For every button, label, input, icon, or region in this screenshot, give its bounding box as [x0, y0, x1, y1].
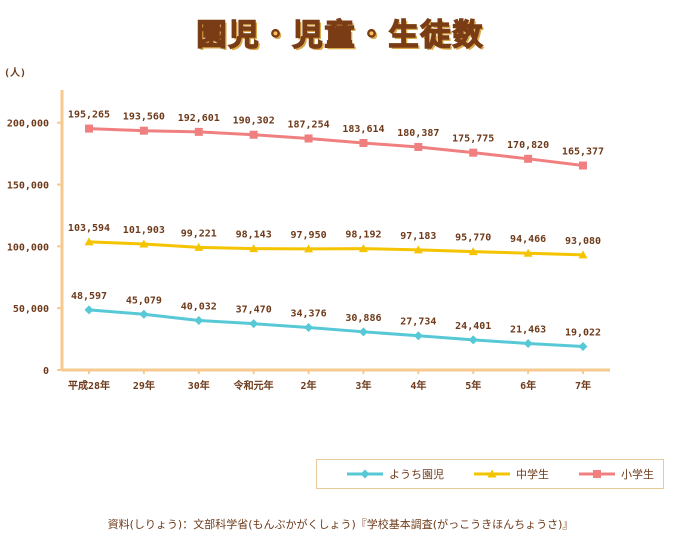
data-point [468, 247, 478, 256]
data-label: 193,560 [123, 112, 165, 123]
data-point [358, 327, 368, 337]
data-label: 165,377 [562, 147, 604, 158]
y-tick-label: 50,000 [13, 304, 49, 315]
data-label: 94,466 [510, 234, 546, 245]
data-point [304, 322, 314, 332]
data-label: 183,614 [342, 124, 384, 135]
data-point [249, 319, 259, 329]
data-point [139, 309, 149, 319]
data-label: 170,820 [507, 140, 549, 151]
data-label: 34,376 [290, 308, 326, 319]
data-label: 192,601 [178, 113, 220, 124]
data-point [578, 341, 588, 351]
chart-axes: (人) 0 50,000 100,000 150,000 200,000 平成28年 29年 3… [4, 66, 610, 392]
chart-title: 園児・児童・生徒数 [196, 17, 485, 53]
data-label: 101,903 [123, 225, 165, 236]
legend-swatch [474, 469, 510, 478]
data-label: 37,470 [236, 305, 272, 316]
data-label: 93,080 [565, 236, 601, 247]
legend-item: 中学生 [472, 466, 549, 482]
data-point [85, 124, 93, 133]
x-tick-label: 30年 [188, 379, 210, 392]
data-point [524, 154, 533, 163]
data-point [194, 316, 204, 326]
x-tick-label: 29年 [133, 379, 155, 392]
data-label: 99,221 [181, 228, 217, 239]
series-line [88, 308, 584, 348]
x-tick-label: 令和元年 [233, 379, 274, 392]
data-point [414, 142, 423, 151]
data-point [358, 244, 368, 253]
x-tick-label: 6年 [520, 379, 536, 392]
data-label: 195,265 [68, 110, 110, 121]
data-label: 45,079 [126, 295, 162, 306]
data-point [194, 242, 204, 251]
data-point [249, 244, 259, 253]
data-point [593, 470, 601, 478]
data-label: 98,143 [236, 230, 272, 241]
y-tick-label: 200,000 [7, 119, 49, 130]
data-label: 98,192 [345, 230, 381, 241]
series-line [88, 127, 584, 168]
data-label: 190,302 [233, 116, 275, 127]
data-label: 180,387 [397, 128, 439, 139]
source-note: 資料(しりょう)：文部科学省(もんぶかがくしょう)『学校基本調査(がっこうきほん… [107, 518, 574, 531]
data-point [487, 469, 497, 478]
data-point [139, 239, 149, 248]
data-point [578, 250, 588, 259]
y-axis-unit: (人) [4, 66, 26, 79]
y-tick-label: 0 [43, 366, 49, 377]
data-point [413, 331, 423, 341]
data-point [194, 127, 203, 136]
data-point [84, 237, 94, 246]
data-point [413, 245, 423, 254]
data-label: 97,183 [400, 231, 436, 242]
chart-series [84, 124, 588, 351]
legend-swatch [579, 470, 615, 478]
x-tick-label: 5年 [465, 379, 481, 392]
legend-swatch [347, 469, 383, 479]
legend-label: 中学生 [516, 468, 549, 481]
data-label: 175,775 [452, 134, 494, 145]
data-label: 19,022 [565, 327, 601, 338]
data-label: 95,770 [455, 233, 491, 244]
x-tick-label: 平成28年 [68, 379, 110, 392]
data-point [84, 305, 94, 315]
data-label: 24,401 [455, 321, 491, 332]
data-point [469, 148, 478, 157]
data-point [359, 138, 368, 147]
legend-item: 小学生 [577, 466, 654, 482]
data-label: 103,594 [68, 223, 110, 234]
data-point [579, 161, 587, 170]
y-tick-label: 100,000 [7, 242, 49, 253]
data-point [468, 335, 478, 345]
legend-item: ようち園児 [345, 466, 444, 482]
data-point [304, 134, 313, 143]
data-label: 187,254 [287, 119, 329, 130]
series-line [88, 240, 584, 257]
chart-data-labels: 48,597 45,079 40,032 37,470 34,376 30,886 27,7… [68, 110, 604, 339]
x-tick-label: 3年 [355, 379, 371, 392]
legend-label: ようち園児 [389, 468, 444, 481]
data-label: 21,463 [510, 324, 546, 335]
y-tick-label: 150,000 [7, 181, 49, 192]
data-point [304, 244, 314, 253]
x-tick-label: 2年 [301, 379, 317, 392]
data-label: 48,597 [71, 291, 107, 302]
x-tick-label: 7年 [575, 379, 591, 392]
data-point [523, 338, 533, 348]
data-point [249, 130, 258, 139]
data-label: 40,032 [181, 302, 217, 313]
data-label: 97,950 [290, 230, 326, 241]
chart-legend: ようち園児 中学生 小学生 [316, 459, 664, 489]
x-tick-label: 4年 [410, 379, 426, 392]
data-label: 27,734 [400, 317, 436, 328]
data-point [360, 469, 370, 479]
data-label: 30,886 [345, 313, 381, 324]
data-point [523, 248, 533, 257]
legend-label: 小学生 [621, 468, 654, 481]
data-point [139, 126, 148, 135]
